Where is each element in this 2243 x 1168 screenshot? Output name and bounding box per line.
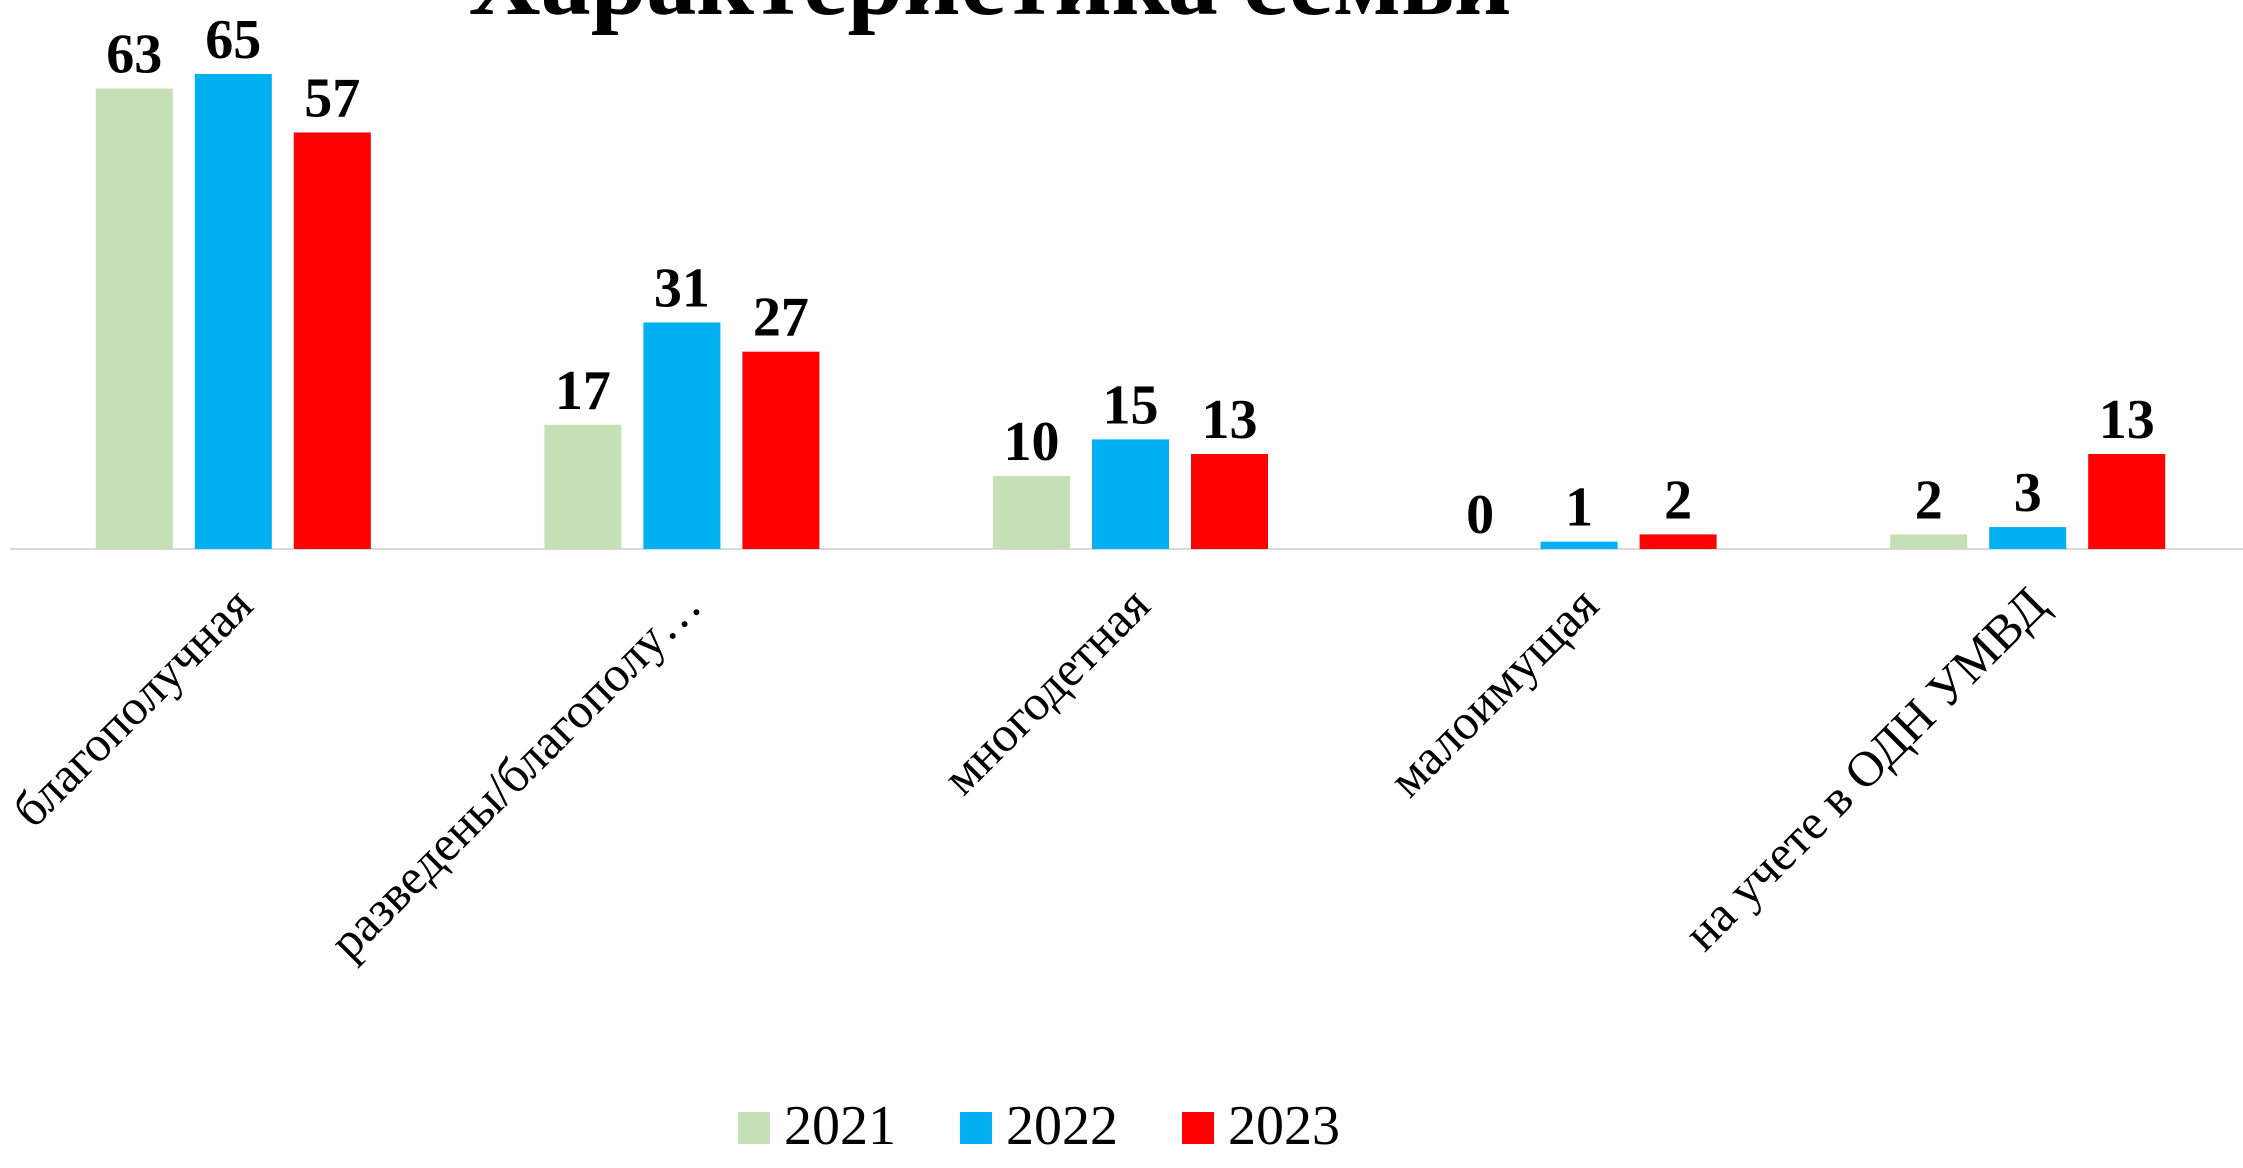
bar [1989, 527, 2067, 549]
data-label: 27 [753, 287, 809, 349]
bar [993, 475, 1070, 549]
bar [95, 88, 173, 549]
legend-swatch [738, 1112, 770, 1144]
data-label: 31 [654, 257, 710, 319]
data-label: 3 [2014, 462, 2042, 524]
bar [544, 424, 622, 549]
bar [1639, 534, 1717, 549]
legend-swatch [1182, 1112, 1214, 1144]
data-label: 0 [1466, 484, 1494, 546]
bar [742, 351, 820, 549]
x-tick-label: многодетная [931, 576, 1160, 805]
bar [1092, 439, 1169, 549]
bar [1191, 454, 1268, 549]
data-label: 63 [106, 24, 162, 86]
data-label: 2 [1915, 469, 1943, 531]
bar [2088, 454, 2166, 549]
legend-label: 2021 [784, 1095, 896, 1157]
data-label: 10 [1004, 411, 1060, 473]
data-label: 65 [205, 9, 261, 71]
data-label: 1 [1565, 477, 1593, 539]
x-tick-label: разведены/благополу… [318, 576, 711, 969]
legend-swatch [960, 1112, 992, 1144]
legend-label: 2022 [1006, 1095, 1118, 1157]
data-label: 13 [2099, 389, 2155, 451]
data-label: 17 [555, 360, 611, 422]
data-label: 15 [1103, 374, 1159, 436]
bar [1540, 541, 1618, 549]
bar [194, 74, 272, 549]
bar [293, 132, 371, 549]
x-tick-label: на учете в ОДН УМВД [1673, 576, 2058, 961]
x-tick-label: малоимущая [1378, 576, 1609, 807]
bar [1890, 534, 1968, 549]
chart-title: Характеристика семьи [468, 0, 1511, 36]
x-tick-label: благополучная [2, 576, 263, 837]
data-label: 2 [1664, 469, 1692, 531]
legend-label: 2023 [1228, 1095, 1340, 1157]
data-label: 13 [1202, 389, 1258, 451]
data-label: 57 [304, 67, 360, 129]
bar [643, 322, 721, 549]
